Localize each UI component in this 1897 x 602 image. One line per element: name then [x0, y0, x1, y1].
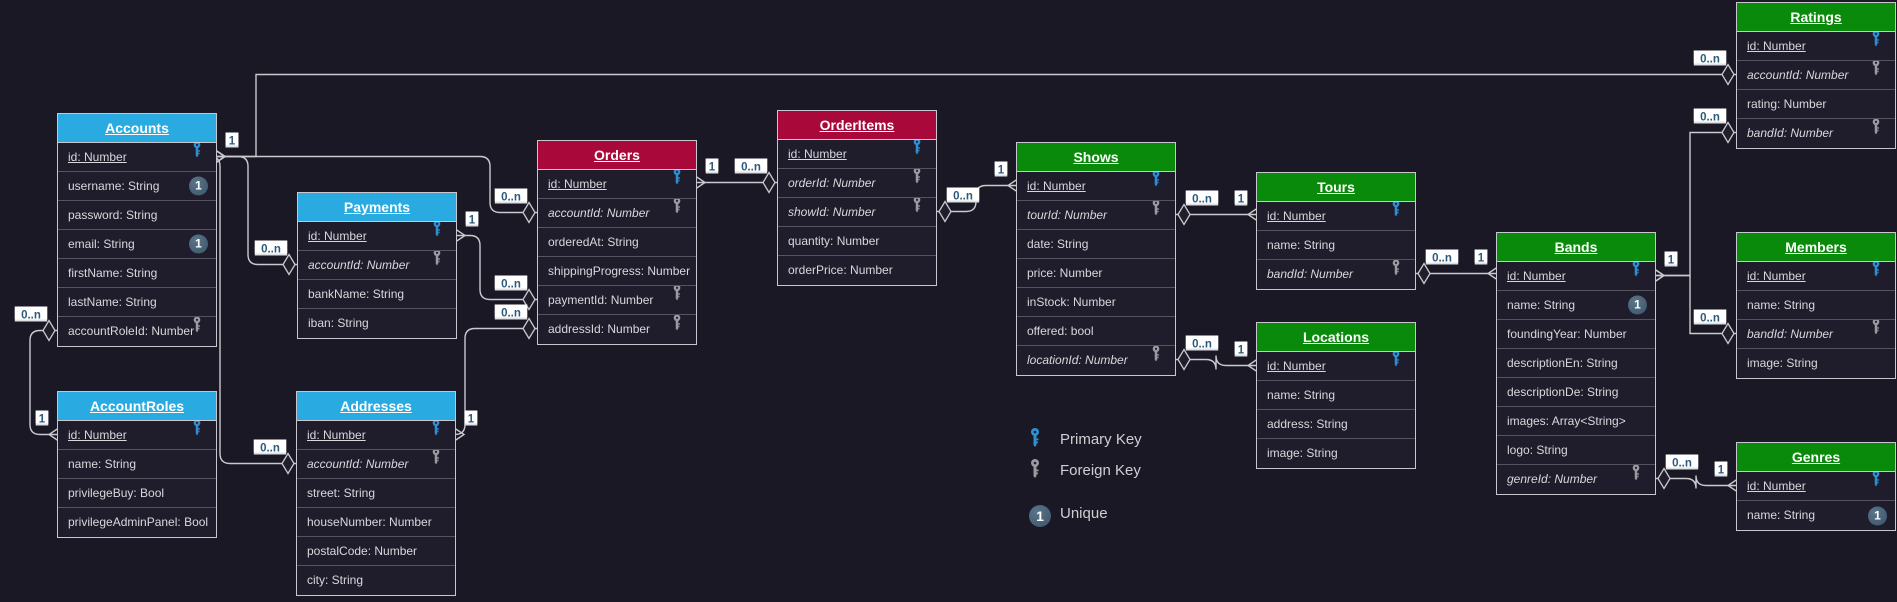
- svg-text:1: 1: [39, 414, 46, 426]
- svg-text:0..n: 0..n: [1700, 112, 1720, 124]
- svg-text:1: 1: [468, 414, 475, 426]
- svg-text:1: 1: [709, 162, 716, 174]
- svg-text:0..n: 0..n: [501, 279, 521, 291]
- svg-text:0..n: 0..n: [741, 162, 761, 174]
- svg-text:1: 1: [1718, 465, 1725, 477]
- svg-text:0..n: 0..n: [1192, 339, 1212, 351]
- svg-text:1: 1: [1478, 253, 1485, 265]
- svg-text:1: 1: [1668, 255, 1675, 267]
- svg-text:0..n: 0..n: [261, 244, 281, 256]
- svg-text:0..n: 0..n: [21, 310, 41, 322]
- svg-text:1: 1: [469, 215, 476, 227]
- svg-text:0..n: 0..n: [1432, 253, 1452, 265]
- svg-text:0..n: 0..n: [501, 192, 521, 204]
- svg-text:0..n: 0..n: [1192, 194, 1212, 206]
- svg-text:1: 1: [1238, 345, 1245, 357]
- svg-text:0..n: 0..n: [1700, 313, 1720, 325]
- svg-text:1: 1: [229, 136, 236, 148]
- svg-text:0..n: 0..n: [1700, 54, 1720, 66]
- svg-text:1: 1: [1238, 194, 1245, 206]
- svg-text:0..n: 0..n: [260, 443, 280, 455]
- svg-text:1: 1: [998, 165, 1005, 177]
- svg-text:0..n: 0..n: [953, 191, 973, 203]
- svg-text:0..n: 0..n: [1672, 458, 1692, 470]
- svg-text:0..n: 0..n: [501, 308, 521, 320]
